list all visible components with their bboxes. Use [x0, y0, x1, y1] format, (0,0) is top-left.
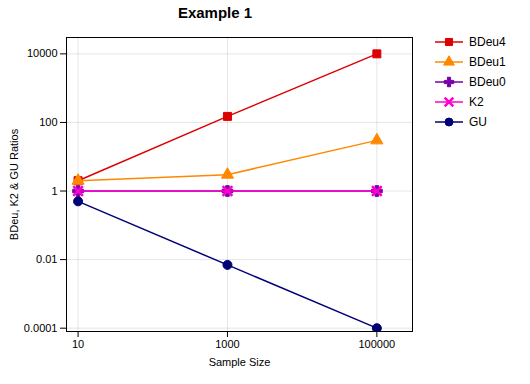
svg-text:100000: 100000: [359, 338, 396, 350]
html-text:BDeu4: BDeu4: [469, 35, 506, 49]
svg-text:BDeu, K2 & GU Ratios: BDeu, K2 & GU Ratios: [8, 128, 20, 240]
svg-text:100: 100: [39, 116, 57, 128]
svg-text:0.0001: 0.0001: [24, 322, 58, 334]
svg-text:0.01: 0.01: [36, 253, 57, 265]
html-text:Example 1: Example 1: [177, 4, 253, 21]
html-text:GU: GU: [469, 115, 487, 129]
html-text:BDeu0: BDeu0: [469, 75, 506, 89]
svg-text:10000: 10000: [27, 47, 58, 59]
html-text:K2: K2: [469, 95, 484, 109]
svg-text:1: 1: [51, 185, 57, 197]
svg-text:Sample Size: Sample Size: [209, 356, 271, 368]
svg-text:1000: 1000: [215, 338, 239, 350]
svg-text:10: 10: [72, 338, 84, 350]
html-text:BDeu1: BDeu1: [469, 55, 506, 69]
